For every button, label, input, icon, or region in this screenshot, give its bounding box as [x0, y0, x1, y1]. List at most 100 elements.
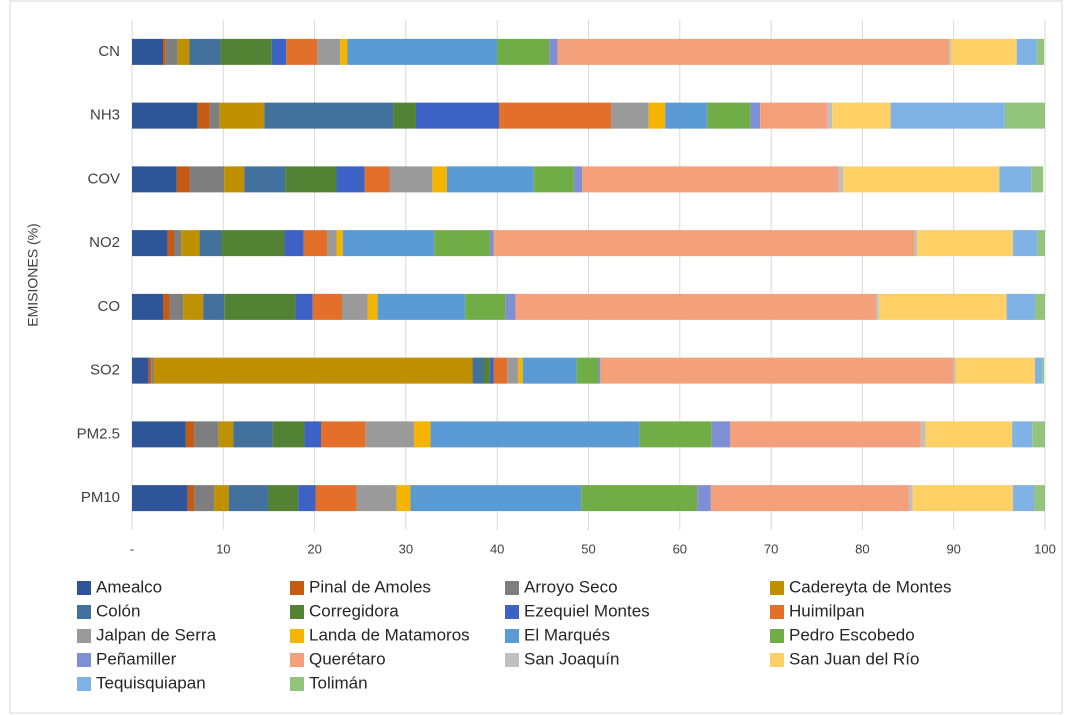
bar-segment: [1042, 357, 1045, 384]
bar-segment: [1036, 38, 1045, 65]
bar-segment: [1004, 102, 1045, 129]
legend-label: San Juan del Río: [789, 649, 919, 668]
bar-segment: [949, 38, 951, 65]
bar-segment: [576, 357, 599, 384]
y-tick-label: NH3: [90, 107, 120, 124]
bar-segment: [181, 230, 200, 257]
bar-segment: [189, 166, 225, 193]
bar-segment: [224, 293, 296, 320]
bar-segment: [295, 293, 313, 320]
bar-segment: [286, 38, 318, 65]
bar-segment: [912, 485, 1014, 512]
bar-segment: [389, 166, 433, 193]
bar-segment: [364, 166, 390, 193]
bar-segment: [176, 166, 190, 193]
legend-label: San Joaquín: [524, 649, 619, 668]
x-tick-label: 80: [855, 541, 869, 556]
bar-segment: [581, 485, 698, 512]
legend-swatch: [290, 677, 304, 691]
bar-segment: [185, 421, 195, 448]
bar-segment: [472, 357, 484, 384]
chart-border: [9, 0, 1063, 714]
bar-segment: [1034, 485, 1045, 512]
legend-label: Cadereyta de Montes: [789, 577, 952, 596]
legend-swatch: [77, 653, 91, 667]
legend-label: Jalpan de Serra: [96, 625, 217, 644]
legend-label: Corregidora: [309, 601, 399, 620]
bar-segment: [499, 102, 612, 129]
bar-segment: [838, 166, 844, 193]
bar-segment: [132, 485, 188, 512]
x-tick-label: 60: [673, 541, 687, 556]
bar-segment: [430, 421, 640, 448]
bar-segment: [1037, 230, 1045, 257]
legend-label: Pinal de Amoles: [309, 577, 431, 596]
bar-segment: [187, 485, 195, 512]
legend-swatch: [77, 677, 91, 691]
legend-label: Arroyo Seco: [524, 577, 618, 596]
bar-segment: [1012, 421, 1033, 448]
bar-segment: [914, 230, 918, 257]
bar-segment: [347, 38, 498, 65]
bar-segment: [219, 102, 265, 129]
legend-swatch: [770, 605, 784, 619]
bar-segment: [665, 102, 708, 129]
bar-segment: [953, 357, 956, 384]
bar-segment: [220, 38, 272, 65]
bar-segment: [317, 38, 341, 65]
bar-segment: [522, 357, 577, 384]
bar-segment: [648, 102, 666, 129]
bar-segment: [707, 102, 751, 129]
legend-label: Ezequiel Montes: [524, 601, 650, 620]
bar-segment: [600, 357, 954, 384]
bar-segment: [489, 230, 494, 257]
bar-segment: [268, 485, 299, 512]
bar-segment: [165, 38, 178, 65]
bar-segment: [955, 357, 1035, 384]
legend-swatch: [770, 653, 784, 667]
bar-segment: [483, 357, 490, 384]
legend-label: Huimilpan: [789, 601, 865, 620]
legend-label: Tequisquiapan: [96, 673, 206, 692]
bar-segment: [999, 166, 1032, 193]
bar-segment: [285, 166, 337, 193]
legend-swatch: [770, 581, 784, 595]
bar-segment: [320, 421, 366, 448]
x-tick-label: 20: [307, 541, 321, 556]
y-tick-label: PM2.5: [77, 425, 120, 442]
bar-segment: [507, 357, 519, 384]
bar-segment: [244, 166, 286, 193]
bar-segment: [264, 102, 394, 129]
bar-segment: [336, 230, 343, 257]
legend-swatch: [505, 629, 519, 643]
bar-segment: [434, 230, 490, 257]
bar-segment: [312, 293, 342, 320]
bar-segment: [221, 230, 285, 257]
bar-segment: [342, 230, 435, 257]
bar-segment: [356, 485, 397, 512]
legend-label: El Marqués: [524, 625, 610, 644]
bar-segment: [557, 38, 950, 65]
bar-segment: [393, 102, 416, 129]
bar-segment: [367, 293, 378, 320]
y-tick-label: CO: [98, 298, 121, 315]
legend-swatch: [290, 653, 304, 667]
legend-label: Pedro Escobedo: [789, 625, 915, 644]
x-tick-label: -: [130, 541, 134, 556]
bar-segment: [414, 421, 431, 448]
bar-segment: [598, 357, 601, 384]
bar-segment: [315, 485, 357, 512]
bar-segment: [573, 166, 583, 193]
legend-swatch: [77, 581, 91, 595]
bar-segment: [132, 357, 149, 384]
bar-segment: [365, 421, 415, 448]
bar-segment: [340, 38, 348, 65]
bar-segment: [132, 421, 186, 448]
bar-segment: [214, 485, 229, 512]
bar-segment: [1034, 293, 1045, 320]
bar-segment: [760, 102, 828, 129]
bar-segment: [194, 421, 219, 448]
bar-segment: [611, 102, 649, 129]
bar-segment: [876, 293, 879, 320]
